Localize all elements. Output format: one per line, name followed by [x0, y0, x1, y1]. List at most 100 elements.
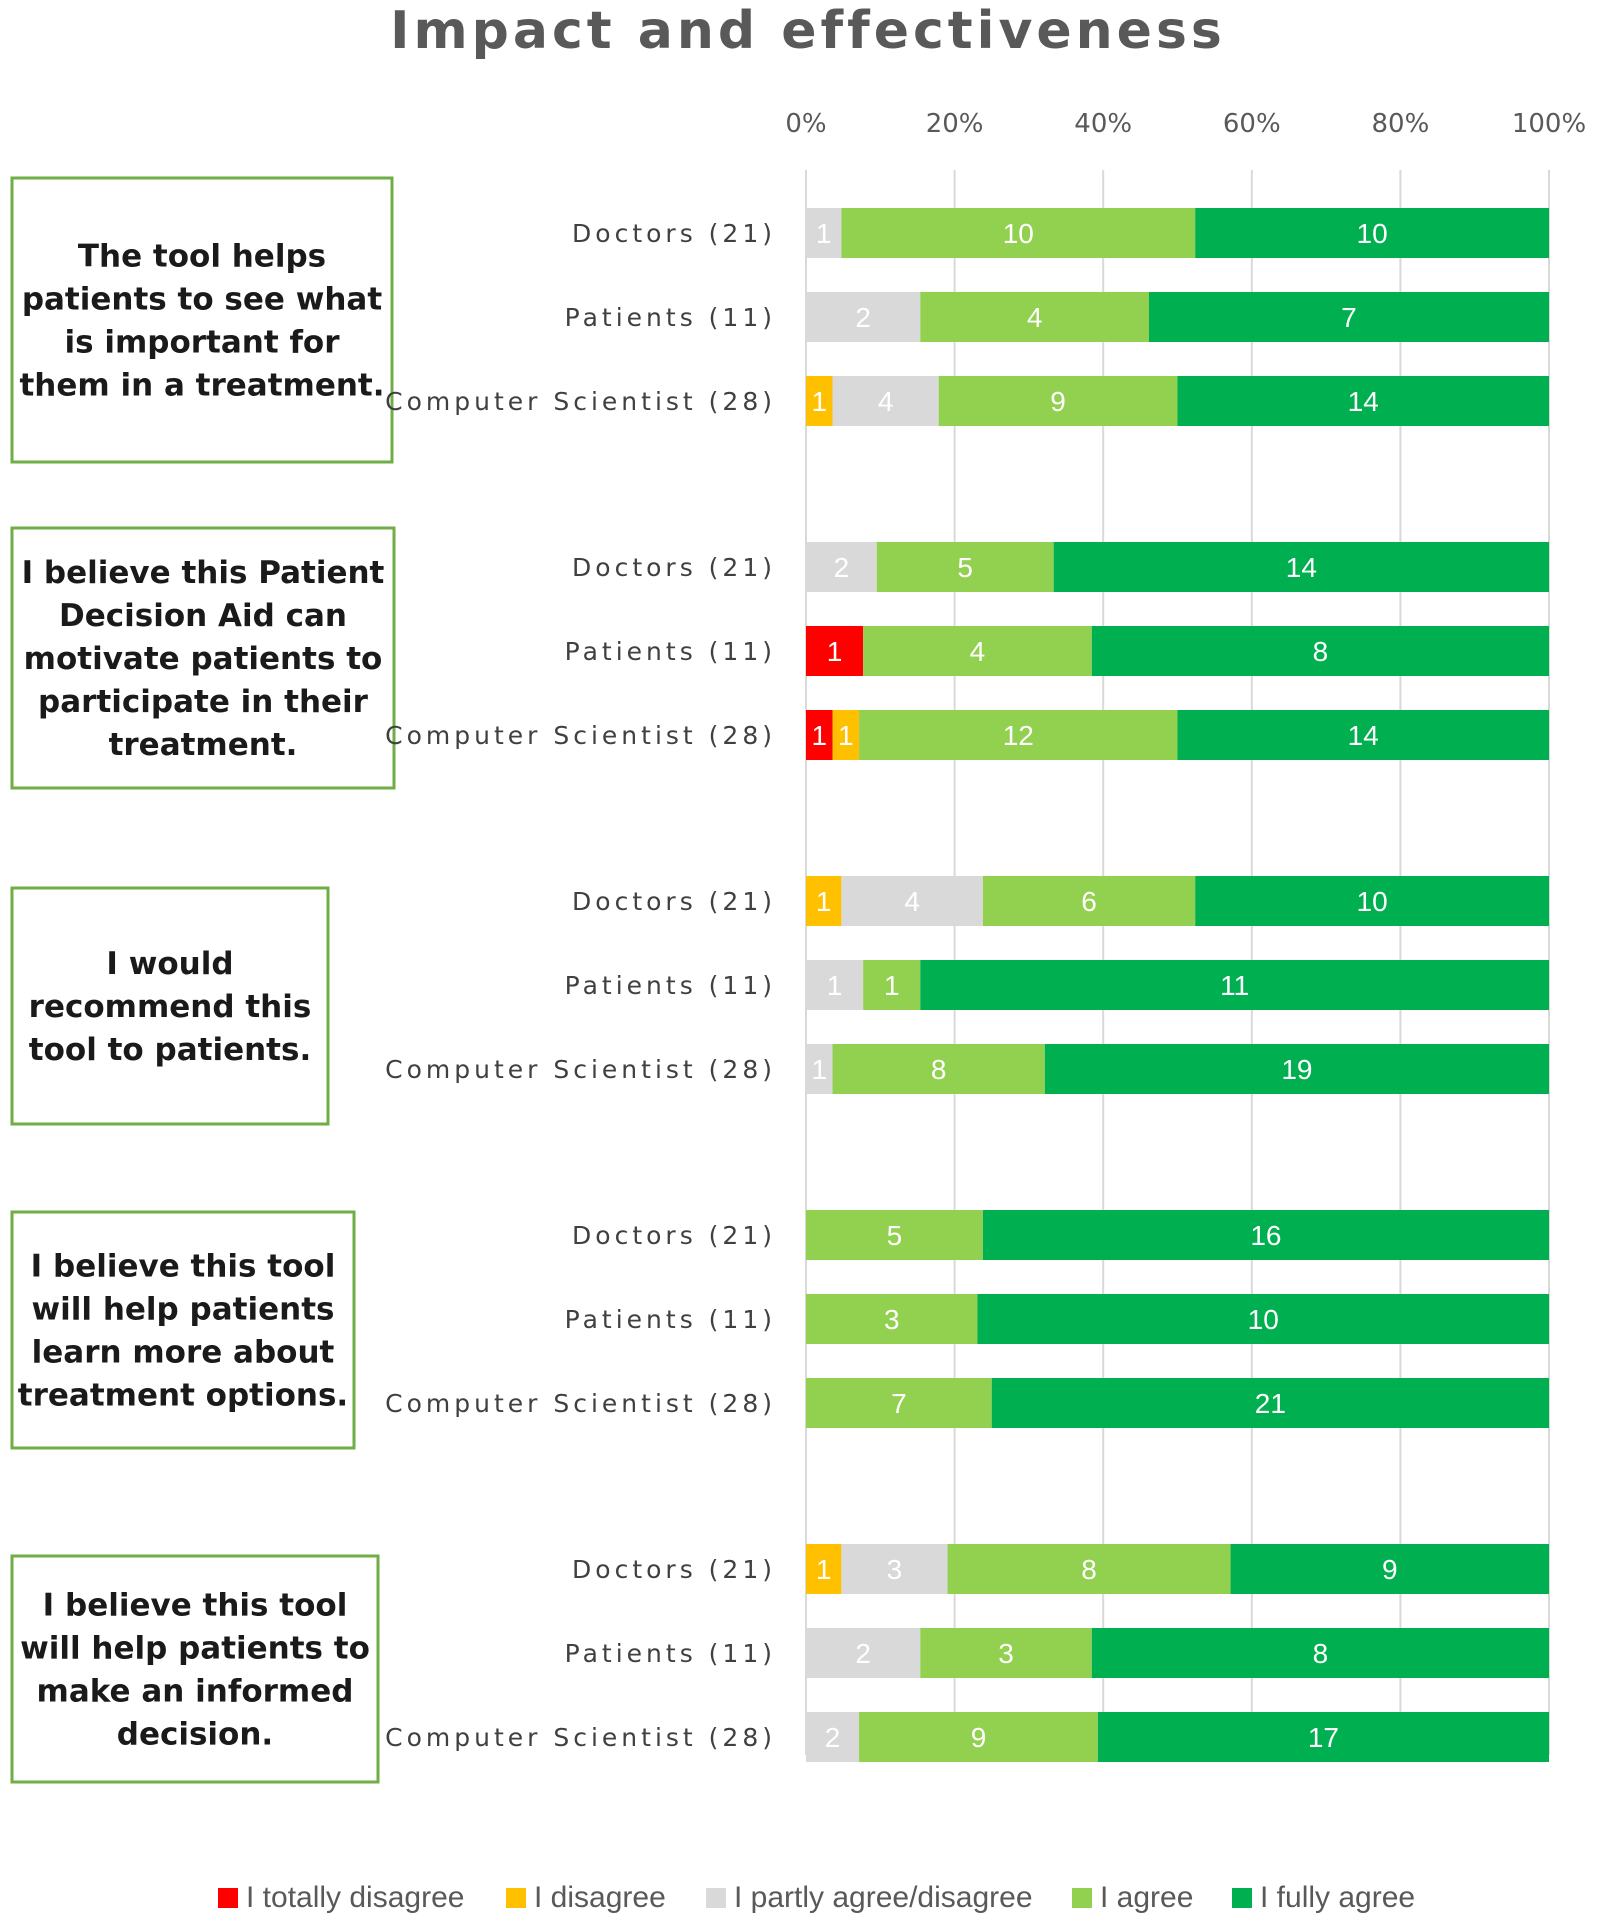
- data-label: 4: [878, 386, 894, 417]
- question-text: participate in their: [38, 684, 369, 720]
- question-text: them in a treatment.: [19, 368, 384, 404]
- bar-segment: [806, 626, 864, 676]
- legend-label: I disagree: [534, 1881, 666, 1913]
- data-label: 1: [884, 970, 900, 1001]
- data-label: 7: [1341, 302, 1357, 333]
- question-text: motivate patients to: [24, 641, 383, 677]
- bar-segment: [806, 960, 864, 1010]
- bar-segment: [920, 1628, 1092, 1678]
- legend-swatch: [706, 1888, 726, 1908]
- bar-segment: [832, 376, 939, 426]
- category-label: Computer Scientist (28): [385, 1055, 776, 1084]
- bar-segment: [806, 208, 842, 258]
- bar-segment: [991, 1378, 1549, 1428]
- data-label: 17: [1308, 1722, 1339, 1753]
- x-tick-label: 40%: [1074, 109, 1132, 139]
- data-label: 21: [1255, 1388, 1286, 1419]
- bar-segment: [832, 710, 860, 760]
- question-text: I believe this tool: [31, 1249, 336, 1285]
- bar-segment: [982, 876, 1196, 926]
- bar-segment: [982, 1210, 1549, 1260]
- bar-segment: [841, 1544, 948, 1594]
- category-label: Computer Scientist (28): [385, 1389, 776, 1418]
- question-text: treatment.: [109, 727, 298, 763]
- data-label: 10: [1248, 1304, 1279, 1335]
- x-tick-label: 80%: [1372, 109, 1430, 139]
- bar-segment: [1097, 1712, 1549, 1762]
- question-text: make an informed: [37, 1674, 354, 1710]
- data-label: 1: [827, 970, 843, 1001]
- data-label: 1: [838, 720, 854, 751]
- bar-segment: [876, 542, 1054, 592]
- data-label: 6: [1081, 886, 1097, 917]
- data-label: 8: [1081, 1554, 1097, 1585]
- bar-segment: [1091, 1628, 1549, 1678]
- category-label: Computer Scientist (28): [385, 721, 776, 750]
- bar-segment: [806, 292, 921, 342]
- data-label: 16: [1250, 1220, 1281, 1251]
- question-text: patients to see what: [22, 282, 383, 318]
- bar-segment: [947, 1544, 1231, 1594]
- category-label: Doctors (21): [572, 1555, 776, 1584]
- question-box: [10, 526, 396, 790]
- question-text: will help patients: [32, 1292, 335, 1328]
- legend-label: I agree: [1100, 1881, 1193, 1913]
- question-text: treatment options.: [18, 1378, 348, 1414]
- bar-segment: [806, 1044, 833, 1094]
- data-label: 2: [855, 1638, 871, 1669]
- legend-label: I totally disagree: [246, 1881, 464, 1913]
- question-box: [10, 1554, 380, 1784]
- bar-segment: [1044, 1044, 1549, 1094]
- bar-segment: [1148, 292, 1549, 342]
- bar-segment: [806, 876, 842, 926]
- category-label: Patients (11): [565, 971, 776, 1000]
- bar-segment: [859, 710, 1178, 760]
- bar-segment: [806, 1210, 983, 1260]
- bar-segment: [806, 1544, 842, 1594]
- data-label: 4: [970, 636, 986, 667]
- data-label: 8: [1313, 636, 1329, 667]
- x-tick-label: 0%: [785, 109, 826, 139]
- bar-segment: [1091, 626, 1549, 676]
- data-label: 1: [816, 1554, 832, 1585]
- question-box: [10, 1210, 356, 1450]
- bar-segment: [806, 1712, 860, 1762]
- question-box: [10, 176, 394, 464]
- question-box: [10, 886, 330, 1126]
- bar-segment: [920, 960, 1549, 1010]
- data-label: 5: [957, 552, 973, 583]
- bar-segment: [806, 376, 833, 426]
- data-label: 5: [887, 1220, 903, 1251]
- data-label: 3: [998, 1638, 1014, 1669]
- data-label: 14: [1286, 552, 1317, 583]
- data-label: 1: [816, 886, 832, 917]
- bar-segment: [863, 626, 1092, 676]
- category-label: Patients (11): [565, 303, 776, 332]
- question-text: decision.: [117, 1717, 273, 1753]
- data-label: 11: [1220, 970, 1249, 1001]
- bar-segment: [806, 542, 877, 592]
- question-text: I would: [106, 946, 233, 982]
- category-label: Doctors (21): [572, 219, 776, 248]
- category-label: Patients (11): [565, 1305, 776, 1334]
- x-tick-label: 20%: [926, 109, 984, 139]
- data-label: 10: [1357, 886, 1388, 917]
- data-label: 1: [827, 636, 843, 667]
- data-label: 9: [1050, 386, 1066, 417]
- data-label: 7: [891, 1388, 907, 1419]
- question-text: I believe this Patient: [22, 555, 385, 591]
- bar-segment: [1195, 876, 1549, 926]
- bar-segment: [1230, 1544, 1549, 1594]
- category-label: Patients (11): [565, 1639, 776, 1668]
- category-label: Computer Scientist (28): [385, 1723, 776, 1752]
- bar-segment: [806, 710, 833, 760]
- bar-segment: [1177, 376, 1549, 426]
- bar-segment: [859, 1712, 1098, 1762]
- question-text: learn more about: [32, 1335, 335, 1371]
- question-text: will help patients to: [20, 1631, 370, 1667]
- legend-label: I fully agree: [1260, 1881, 1415, 1913]
- category-label: Computer Scientist (28): [385, 387, 776, 416]
- data-label: 14: [1348, 720, 1379, 751]
- question-text: I believe this tool: [43, 1588, 348, 1624]
